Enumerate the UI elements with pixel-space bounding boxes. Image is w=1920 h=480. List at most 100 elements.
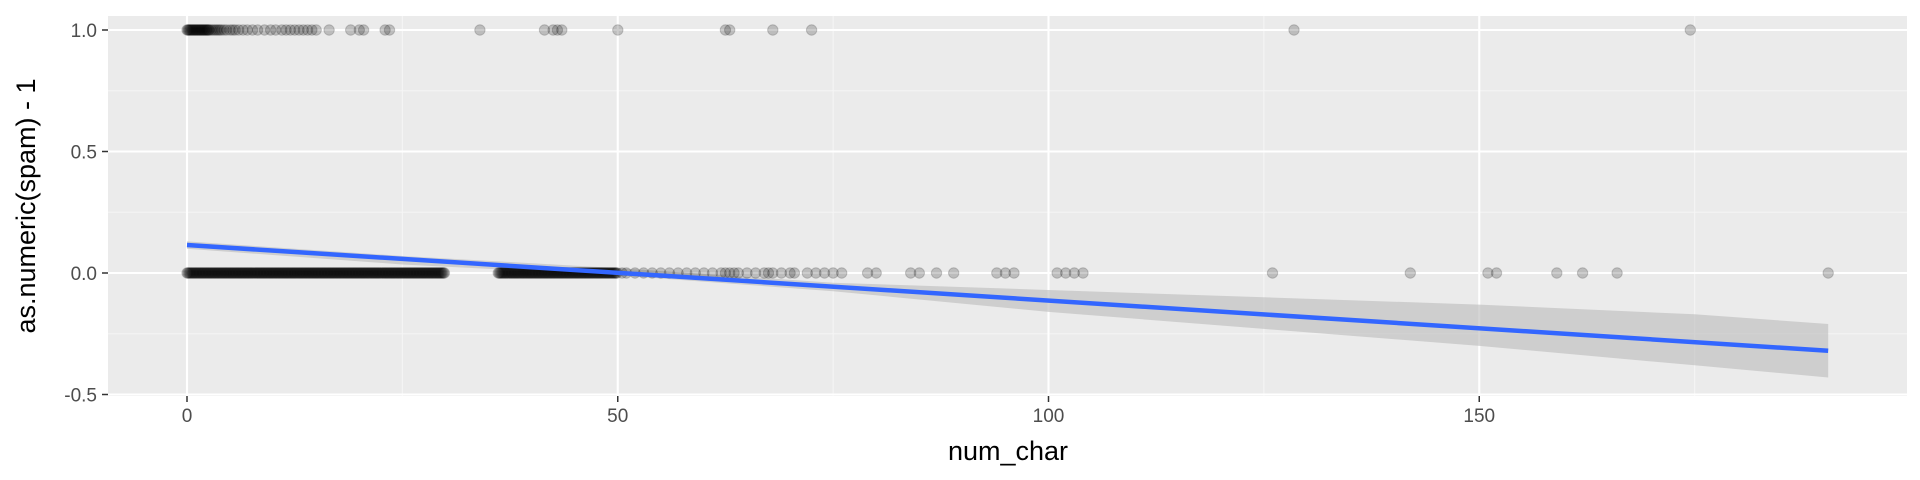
data-point xyxy=(411,267,424,279)
data-point xyxy=(1008,267,1020,279)
data-point xyxy=(193,24,205,36)
fit-line xyxy=(186,242,1829,354)
data-point xyxy=(301,267,313,279)
data-point xyxy=(252,267,264,279)
data-point xyxy=(188,24,200,36)
data-point xyxy=(612,24,624,36)
data-point xyxy=(182,24,194,36)
data-point xyxy=(368,267,380,279)
data-point xyxy=(436,267,448,279)
data-point xyxy=(202,24,214,36)
data-point xyxy=(1684,24,1697,36)
data-point xyxy=(322,267,335,279)
data-point xyxy=(269,267,281,279)
data-point xyxy=(276,267,288,279)
data-point xyxy=(357,24,370,36)
data-point xyxy=(199,267,212,279)
data-point xyxy=(410,267,423,279)
data-point xyxy=(315,267,328,279)
data-point xyxy=(190,267,203,279)
data-point xyxy=(289,24,301,36)
data-point xyxy=(407,267,420,279)
data-point xyxy=(235,267,247,279)
data-point xyxy=(308,267,320,279)
data-point xyxy=(248,267,260,279)
data-point xyxy=(422,267,434,279)
data-point xyxy=(226,267,239,279)
y-tick-label: 0.0 xyxy=(71,264,97,285)
data-point xyxy=(283,267,295,279)
data-point xyxy=(336,267,348,279)
data-point xyxy=(280,267,292,279)
data-point xyxy=(215,267,227,279)
data-point xyxy=(317,267,330,279)
y-tick-label: 1.0 xyxy=(71,21,97,42)
data-point xyxy=(323,24,335,36)
data-point xyxy=(310,24,322,36)
data-point xyxy=(1611,267,1623,279)
data-point xyxy=(191,24,204,36)
data-point xyxy=(313,267,325,279)
data-point xyxy=(277,267,289,279)
data-point xyxy=(258,24,271,36)
x-tick-label: 100 xyxy=(1033,406,1065,427)
data-point xyxy=(913,267,925,279)
data-point xyxy=(189,24,202,36)
data-point xyxy=(392,267,404,279)
data-point xyxy=(784,267,796,279)
data-point xyxy=(190,24,203,36)
data-point xyxy=(775,267,788,279)
y-tick-label: 0.5 xyxy=(71,143,97,164)
fit-line-layer xyxy=(186,242,1829,354)
data-point xyxy=(312,267,324,279)
data-point xyxy=(359,267,371,279)
data-point xyxy=(286,267,299,279)
data-point xyxy=(435,267,447,279)
data-point xyxy=(191,267,204,279)
data-point xyxy=(221,267,234,279)
data-point xyxy=(185,24,198,36)
data-point xyxy=(948,267,960,279)
data-point xyxy=(202,24,215,36)
data-point xyxy=(389,267,401,279)
data-point xyxy=(220,267,233,279)
data-point xyxy=(1404,267,1417,279)
data-point xyxy=(437,267,450,279)
data-point xyxy=(547,24,559,36)
data-point xyxy=(413,267,426,279)
data-point xyxy=(749,267,762,279)
data-point xyxy=(227,24,239,36)
data-point xyxy=(264,24,277,36)
data-point xyxy=(360,267,372,279)
data-point xyxy=(297,267,309,279)
data-point xyxy=(210,24,223,36)
data-point xyxy=(329,267,341,279)
data-point xyxy=(421,267,433,279)
data-point xyxy=(250,267,262,279)
data-point xyxy=(325,267,337,279)
data-point xyxy=(290,267,303,279)
data-point xyxy=(401,267,413,279)
data-point xyxy=(419,267,431,279)
data-point xyxy=(366,267,378,279)
data-point xyxy=(287,267,300,279)
data-point xyxy=(208,267,220,279)
data-point xyxy=(254,267,267,279)
data-point xyxy=(314,267,327,279)
data-point xyxy=(409,267,422,279)
data-point xyxy=(229,24,241,36)
data-point xyxy=(300,267,312,279)
data-point xyxy=(303,267,315,279)
data-point xyxy=(347,267,360,279)
data-point xyxy=(433,267,445,279)
data-point xyxy=(319,267,332,279)
data-point xyxy=(1068,267,1081,279)
data-point xyxy=(195,24,208,36)
data-point xyxy=(246,267,258,279)
data-point xyxy=(311,267,323,279)
data-point xyxy=(1482,267,1494,279)
data-point xyxy=(245,267,257,279)
data-point xyxy=(285,267,298,279)
data-point xyxy=(183,24,196,36)
